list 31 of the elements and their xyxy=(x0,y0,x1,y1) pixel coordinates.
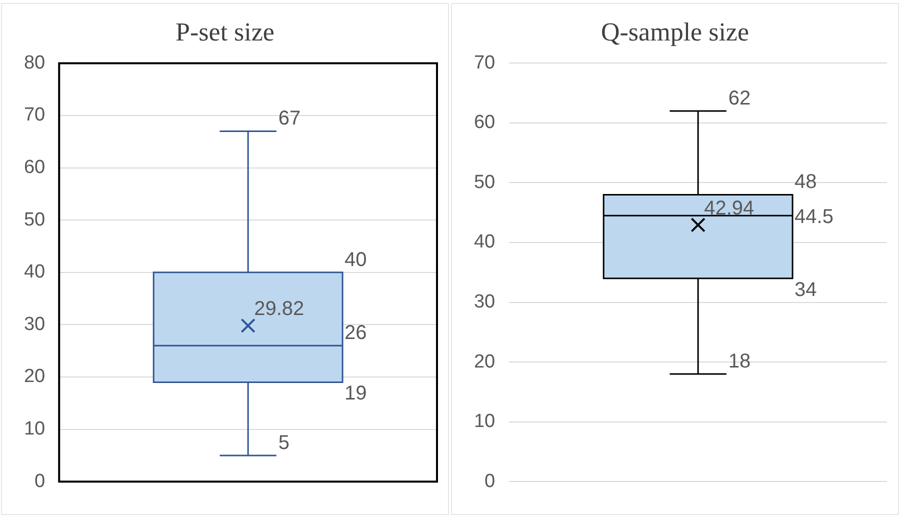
annotation: 26 xyxy=(344,322,367,344)
annotation: 44.5 xyxy=(794,206,834,228)
annotation: 5 xyxy=(278,432,290,454)
y-tick-label: 70 xyxy=(24,104,46,126)
y-tick-label: 40 xyxy=(24,262,46,283)
annotation: 40 xyxy=(344,248,367,271)
annotation: 62 xyxy=(728,88,751,110)
annotation: 19 xyxy=(344,382,367,405)
annotation: 48 xyxy=(794,171,817,194)
y-tick-label: 50 xyxy=(474,172,496,193)
y-tick-label: 0 xyxy=(484,470,496,492)
y-tick-label: 20 xyxy=(474,351,496,372)
annotation: 34 xyxy=(794,278,817,301)
y-tick-label: 50 xyxy=(24,209,46,230)
y-tick-label: 30 xyxy=(24,314,46,335)
y-tick-label: 60 xyxy=(474,112,496,134)
y-tick-label: 20 xyxy=(24,366,46,388)
y-tick-label: 80 xyxy=(24,52,46,74)
annotation: 67 xyxy=(278,108,301,130)
y-tick-label: 0 xyxy=(34,470,46,492)
y-tick-label: 10 xyxy=(474,411,496,432)
y-tick-label: 10 xyxy=(24,418,46,440)
chart-title: P-set size xyxy=(176,17,274,46)
chart-title: Q-sample size xyxy=(600,17,750,46)
annotation: 29.82 xyxy=(254,298,304,320)
y-tick-label: 60 xyxy=(24,157,46,178)
annotation: 18 xyxy=(728,350,751,373)
annotation: 42.94 xyxy=(704,197,754,220)
y-tick-label: 40 xyxy=(474,232,496,253)
y-tick-label: 70 xyxy=(474,52,496,74)
y-tick-label: 30 xyxy=(474,292,496,313)
